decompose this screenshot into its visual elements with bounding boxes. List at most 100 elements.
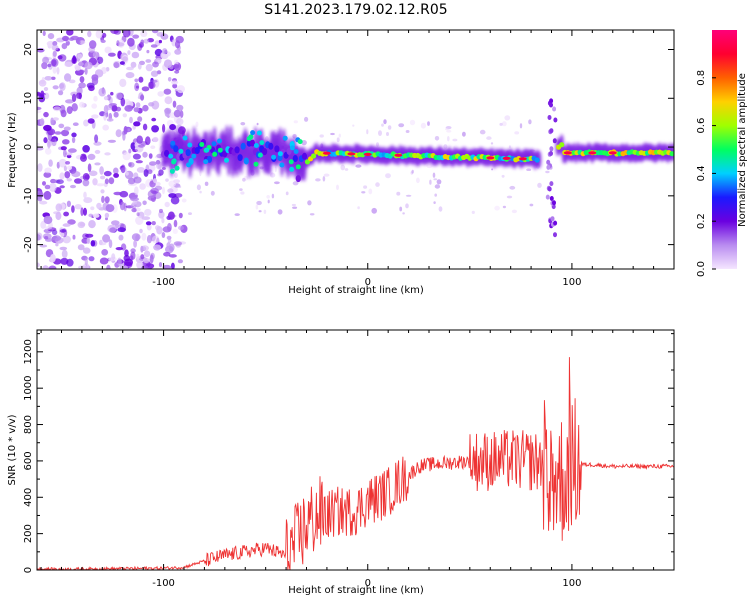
spectrogram-speckle xyxy=(136,261,144,269)
spectrogram-speckle xyxy=(147,169,153,175)
spectrogram-speckle xyxy=(387,125,392,130)
spectrogram-speckle xyxy=(74,66,81,71)
spectrogram-blob xyxy=(545,194,550,200)
spectrogram-speckle xyxy=(78,265,87,269)
spectrogram-speckle xyxy=(77,40,81,45)
spectrogram-speckle xyxy=(178,225,184,231)
spectrogram-speckle xyxy=(117,39,125,48)
spectrogram-speckle xyxy=(96,183,105,187)
spectrogram-speckle xyxy=(119,78,127,88)
spectrogram-speckle xyxy=(153,244,162,251)
spectrogram-speckle xyxy=(160,33,169,40)
spectrogram-speckle xyxy=(144,208,152,216)
spectrogram-speckle xyxy=(64,171,71,179)
spectrogram-speckle xyxy=(42,56,50,64)
spectrogram-speckle xyxy=(490,142,494,145)
spectrogram-speckle xyxy=(429,179,432,185)
spectrogram-blob xyxy=(553,220,558,226)
spectrogram-speckle xyxy=(66,178,73,182)
spectrogram-peak xyxy=(347,152,356,156)
spectrogram-speckle xyxy=(82,179,90,187)
spectrogram-speckle xyxy=(79,76,85,83)
spectrogram-speckle xyxy=(72,234,76,240)
spectrogram-speckle xyxy=(135,160,143,164)
spectrogram-speckle xyxy=(83,119,89,127)
spectrogram-speckle xyxy=(506,195,513,199)
spectrogram-speckle xyxy=(110,91,114,96)
spectrogram-speckle xyxy=(52,117,59,121)
spectrogram-speckle xyxy=(50,254,56,263)
spectrogram-speckle xyxy=(491,168,494,171)
spectrogram-speckle xyxy=(166,235,172,240)
spectrogram-speckle xyxy=(434,193,438,197)
spectrogram-speckle xyxy=(135,216,144,225)
colorbar-tick-label: 0.2 xyxy=(696,213,707,229)
spectrogram-speckle xyxy=(43,92,50,100)
spectrogram-speckle xyxy=(178,212,183,219)
spectrogram-speckle xyxy=(255,204,259,210)
spectrogram-speckle xyxy=(111,105,118,112)
spectrogram-speckle xyxy=(177,185,182,188)
spectrogram-speckle xyxy=(44,76,53,81)
spectrogram-speckle xyxy=(494,205,500,211)
snr-ytick-label: 1200 xyxy=(23,339,34,364)
spectrogram-speckle xyxy=(87,30,92,38)
spectrogram-blob xyxy=(253,143,259,148)
snr-xtick-label: -100 xyxy=(152,578,175,589)
spectrogram-speckle xyxy=(167,222,172,232)
spectrogram-speckle xyxy=(162,123,166,133)
spectrogram-speckle xyxy=(434,184,441,189)
spectrogram-speckle xyxy=(128,162,135,168)
spectrogram-speckle xyxy=(304,116,309,122)
spectrogram-speckle xyxy=(181,198,187,203)
spectrogram-speckle xyxy=(150,70,159,77)
spectrogram-speckle xyxy=(137,116,143,122)
spectrogram-speckle xyxy=(47,140,51,149)
spectrogram-speckle xyxy=(71,103,78,112)
spectrogram-blob xyxy=(217,147,223,153)
spectrogram-speckle xyxy=(52,235,62,242)
spectrogram-speckle xyxy=(104,178,109,185)
spectrogram-speckle xyxy=(150,44,158,48)
spectrogram-speckle xyxy=(130,197,140,202)
spectrogram-speckle xyxy=(161,217,165,224)
spectrogram-speckle xyxy=(120,164,126,174)
snr-xtick-label: 100 xyxy=(562,578,581,589)
spectrogram-speckle xyxy=(266,195,271,199)
spectrogram-speckle xyxy=(173,219,178,228)
spectrogram-speckle xyxy=(163,59,173,68)
spectrogram-speckle xyxy=(171,262,175,269)
spectrogram-speckle xyxy=(195,121,199,127)
spectrogram-speckle xyxy=(132,200,137,205)
spectrogram-speckle xyxy=(175,40,181,49)
spectrogram-ridge xyxy=(237,154,243,162)
spectrogram-speckle xyxy=(62,35,69,42)
spectrogram-speckle xyxy=(59,229,67,233)
spectrogram-xtick-label: 100 xyxy=(562,277,581,288)
spectrogram-speckle xyxy=(416,177,420,184)
spectrogram-speckle xyxy=(172,100,177,108)
spectrogram-speckle xyxy=(63,126,71,131)
spectrogram-speckle xyxy=(94,149,101,154)
spectrogram-speckle xyxy=(174,172,178,178)
spectrogram-speckle xyxy=(72,122,79,126)
spectrogram-speckle xyxy=(315,178,321,182)
spectrogram-speckle xyxy=(88,256,95,262)
spectrogram-speckle xyxy=(37,234,41,241)
spectrogram-speckle xyxy=(157,173,162,177)
spectrogram-speckle xyxy=(37,191,44,198)
spectrogram-blob xyxy=(199,142,205,147)
spectrogram-speckle xyxy=(170,196,180,205)
spectrogram-speckle xyxy=(271,193,275,199)
spectrogram-speckle xyxy=(274,181,280,185)
snr-xlabel: Height of straight line (km) xyxy=(288,585,424,596)
spectrogram-speckle xyxy=(528,119,532,125)
colorbar-label: Normalized spectral amplitude xyxy=(737,73,748,227)
spectrogram-speckle xyxy=(148,102,155,107)
spectrogram-speckle xyxy=(37,48,45,53)
spectrogram-speckle xyxy=(71,136,76,144)
spectrogram-peak xyxy=(502,156,511,160)
spectrogram-speckle xyxy=(88,85,95,92)
spectrogram-speckle xyxy=(66,200,71,207)
